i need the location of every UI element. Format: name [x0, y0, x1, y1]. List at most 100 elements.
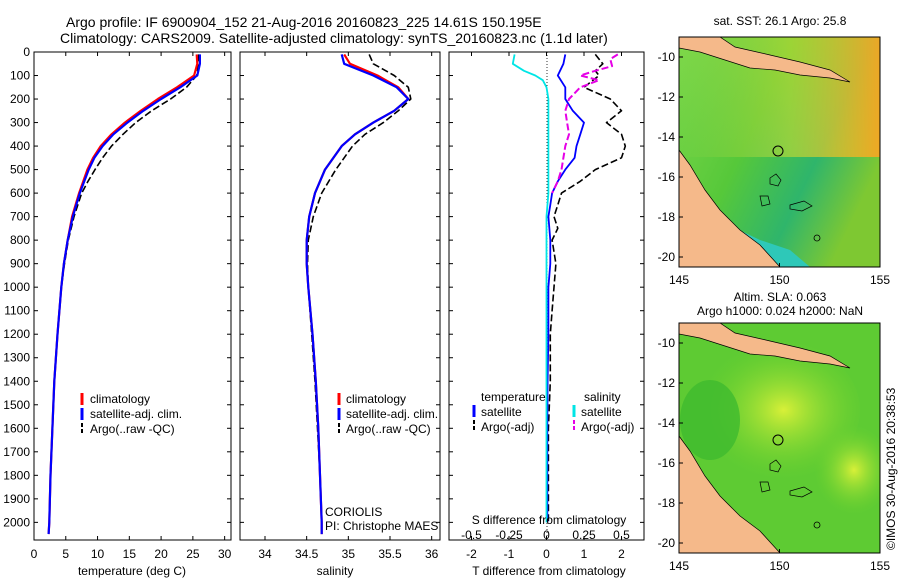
x2-tick-label: 0.25 [572, 528, 596, 542]
depth-tick-label: 1500 [3, 398, 30, 412]
x-tick-label: 2 [618, 547, 625, 561]
x-tick-label: 35.5 [378, 547, 402, 561]
map-lat-label: -12 [658, 90, 676, 104]
legend-label-argo: Argo(..raw -QC) [346, 422, 431, 436]
salinity-x-axis: 34 34.5 35 35.5 36 [258, 52, 439, 561]
depth-tick-label: 1300 [3, 351, 30, 365]
x-tick-label: 5 [62, 547, 69, 561]
x-tick-label: 15 [123, 547, 137, 561]
map-lat-label: -18 [658, 496, 676, 510]
temperature-xlabel: temperature (deg C) [78, 564, 186, 578]
difference-profiles [511, 53, 627, 523]
difference-xlabel: T difference from climatology [472, 564, 626, 578]
legend-label-argo: Argo(..raw -QC) [90, 422, 175, 436]
legend-title-salinity: salinity [584, 390, 621, 404]
depth-tick-label: 1100 [4, 304, 30, 318]
map-lat-label: -16 [658, 170, 676, 184]
map-lon-label: 155 [870, 273, 890, 287]
reefs-outline [759, 173, 813, 212]
legend-label-t-argo: Argo(-adj) [481, 420, 534, 434]
depth-axis: 0 100 200 300 400 500 600 700 800 900 1000 1100 1200… [3, 45, 231, 529]
x-tick-label: 34.5 [295, 547, 319, 561]
sla-low-anomaly [680, 380, 740, 460]
x-tick-label: 20 [154, 547, 168, 561]
difference-legend: temperature salinity satellite Argo(-adj… [472, 390, 634, 434]
sst-map-axes: 145 150 155 -10 -12 -14 -16 -18 -20 [658, 50, 891, 287]
difference-x2-axis: -0.5 -0.25 0 0.25 0.5 [461, 528, 630, 542]
legend-title-temperature: temperature [481, 390, 546, 404]
difference-x-axis: -2 -1 0 1 2 [466, 52, 625, 561]
x-tick-label: 10 [91, 547, 105, 561]
depth-tick-label: 900 [10, 257, 30, 271]
island-marker [813, 521, 821, 529]
argo-location-marker [772, 145, 784, 157]
x-tick-label: -1 [504, 547, 515, 561]
depth-tick-label: 0 [23, 45, 30, 59]
map-lon-label: 150 [769, 273, 789, 287]
x-tick-label: 1 [581, 547, 588, 561]
map-lat-label: -10 [658, 336, 676, 350]
legend-label-s-satellite: satellite [581, 405, 622, 419]
sst-map-title: sat. SST: 26.1 Argo: 25.8 [714, 14, 847, 28]
x2-tick-label: -0.5 [461, 528, 482, 542]
map-lat-label: -20 [658, 250, 676, 264]
x-tick-label: 0 [31, 547, 38, 561]
series-line-argo-raw-qc [306, 54, 412, 523]
x-tick-label: 35 [342, 547, 356, 561]
legend-label-satellite: satellite-adj. clim. [90, 407, 182, 421]
salinity-xlabel: salinity [317, 564, 354, 578]
x-tick-label: 0 [543, 547, 550, 561]
depth-tick-label: 1400 [3, 374, 30, 388]
depth-tick-label: 500 [10, 163, 30, 177]
map-lat-label: -18 [658, 210, 676, 224]
x-tick-label: -2 [466, 547, 477, 561]
map-lon-label: 155 [870, 559, 890, 573]
figure-title-line2: Climatology: CARS2009. Satellite-adjuste… [60, 30, 608, 46]
legend-label-satellite: satellite-adj. clim. [346, 407, 438, 421]
salinity-panel: 34 34.5 35 35.5 36 salinity climatology sate… [239, 51, 441, 578]
land-new-guinea [679, 37, 851, 83]
temperature-legend: climatology satellite-adj. clim. Argo(..… [80, 392, 182, 436]
x-tick-label: 25 [186, 547, 200, 561]
sla-map: Altim. SLA: 0.063 Argo h1000: 0.024 h200… [658, 290, 891, 573]
island-marker [813, 234, 821, 242]
depth-tick-label: 1600 [3, 421, 30, 435]
map-lat-label: -10 [658, 50, 676, 64]
depth-tick-label: 1200 [3, 327, 30, 341]
sla-map-title-line2: Argo h1000: 0.024 h2000: NaN [697, 304, 863, 318]
map-lon-label: 145 [669, 273, 689, 287]
legend-label-t-satellite: satellite [481, 405, 522, 419]
salinity-profiles [305, 53, 412, 535]
series-line-satellite [546, 54, 585, 523]
map-lat-label: -12 [658, 376, 676, 390]
sla-map-field [679, 323, 880, 553]
series-line-argo-adj [547, 53, 627, 523]
series-line-satellite [511, 54, 550, 523]
map-lon-label: 145 [669, 559, 689, 573]
temperature-x-axis: 0 5 10 15 20 25 30 [31, 52, 232, 561]
x2-tick-label: 0.5 [613, 528, 630, 542]
salinity-axes-box [239, 51, 441, 541]
map-lat-label: -20 [658, 536, 676, 550]
depth-tick-label: 300 [10, 116, 30, 130]
salinity-legend: climatology satellite-adj. clim. Argo(..… [337, 392, 438, 436]
temperature-panel: 0100200300400500600700800900100011001200… [3, 45, 231, 578]
x-tick-label: 30 [218, 547, 232, 561]
pi-label: PI: Christophe MAES [325, 519, 438, 533]
difference-panel: -2 -1 0 1 2 -0.5 -0.25 0 0.25 0.5 T difference f… [448, 51, 645, 578]
depth-tick-label: 1700 [3, 445, 30, 459]
depth-tick-label: 100 [10, 69, 30, 83]
sst-map-field [679, 37, 880, 267]
land-australia [679, 149, 781, 267]
salinity-depth-ticks [240, 51, 440, 523]
depth-tick-label: 1000 [3, 280, 30, 294]
map-lat-label: -14 [658, 416, 676, 430]
x-tick-label: 34 [258, 547, 272, 561]
reefs-outline [759, 459, 813, 498]
temperature-profiles [47, 54, 201, 535]
sla-map-axes: 145 150 155 -10 -12 -14 -16 -18 -20 [658, 336, 891, 573]
depth-tick-label: 1800 [3, 468, 30, 482]
series-line-satellite-adj-clim [305, 54, 410, 535]
sla-map-title-line1: Altim. SLA: 0.063 [734, 290, 827, 304]
